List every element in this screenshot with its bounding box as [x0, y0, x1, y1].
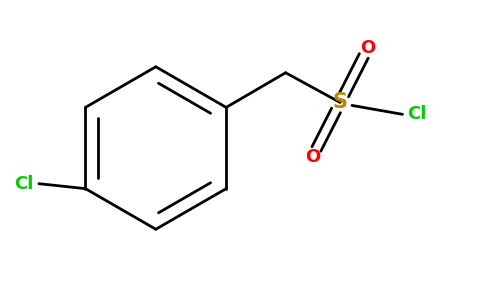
Text: O: O [360, 39, 376, 57]
Text: O: O [305, 148, 320, 166]
Text: Cl: Cl [15, 175, 34, 193]
Text: S: S [333, 92, 348, 112]
Text: Cl: Cl [408, 105, 427, 123]
